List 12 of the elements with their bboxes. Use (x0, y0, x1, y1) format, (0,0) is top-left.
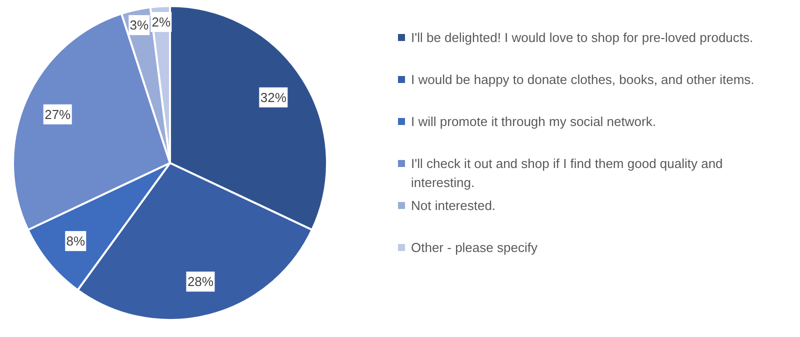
legend-label: I'll be delighted! I would love to shop for pre-loved products. (411, 29, 754, 47)
data-label: 27% (44, 106, 72, 122)
legend-label: Other - please specify (411, 239, 538, 257)
data-label: 28% (187, 274, 214, 290)
legend-label: Not interested. (411, 197, 497, 215)
legend-label: I will promote it through my social network. (411, 113, 657, 131)
data-label: 8% (66, 234, 86, 249)
legend-label: I would be happy to donate clothes, books, and other items. (411, 71, 756, 89)
data-label: 3% (130, 18, 150, 33)
data-label: 2% (152, 14, 171, 30)
legend-label: I'll check it out and shop if I find them good quality and interesting. (411, 155, 724, 192)
data-label: 32% (260, 90, 287, 105)
